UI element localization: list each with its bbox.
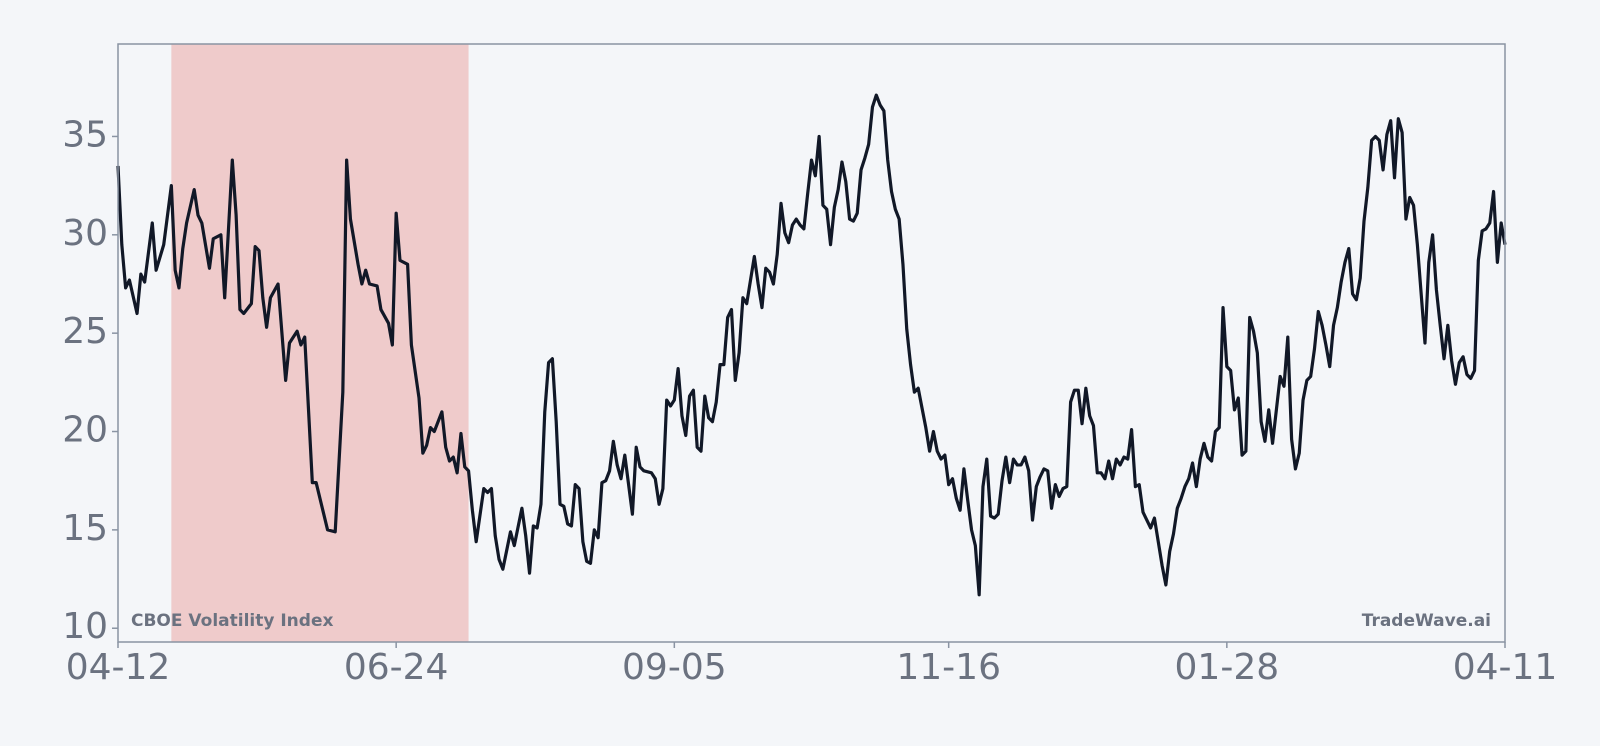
watermark: TradeWave.ai xyxy=(1362,611,1491,631)
series-label: CBOE Volatility Index xyxy=(131,611,333,631)
x-tick-label: 04-12 xyxy=(66,647,171,688)
y-tick-label: 20 xyxy=(62,410,108,451)
plot-frame xyxy=(117,43,1506,643)
x-tick-label: 09-05 xyxy=(622,647,727,688)
shaded-region xyxy=(171,44,469,642)
x-tick-label: 01-28 xyxy=(1175,647,1280,688)
y-tick-label: 10 xyxy=(62,606,108,647)
x-tick-label: 04-11 xyxy=(1453,647,1558,688)
y-tick-label: 25 xyxy=(62,311,108,352)
y-tick-label: 30 xyxy=(62,213,108,254)
x-tick-label: 06-24 xyxy=(344,647,449,688)
x-tick-label: 11-16 xyxy=(896,647,1001,688)
plot-area: 10 15 20 25 30 35 04-12 06-24 09-05 11-16 01-28 04-… xyxy=(62,43,1558,688)
series-line xyxy=(116,93,1507,597)
y-tick-label: 35 xyxy=(62,114,108,155)
y-tick-label: 15 xyxy=(62,508,108,549)
